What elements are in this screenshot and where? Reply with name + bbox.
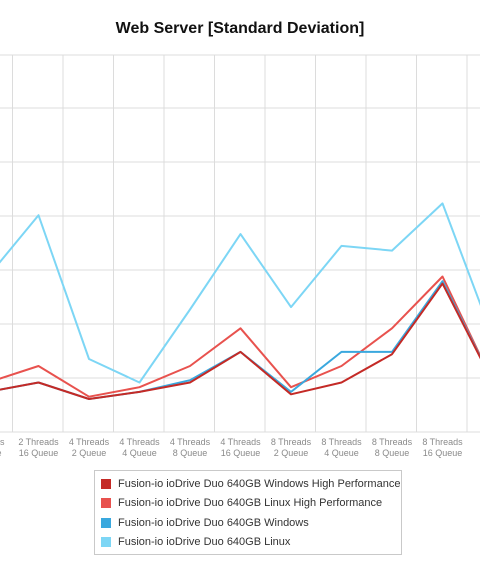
series-line [0,275,480,398]
x-tick-label: 8 Threads 4 Queue [321,437,362,458]
x-tick-label: 8 Threads 16 Queue [422,437,463,458]
legend-swatch [101,478,111,489]
legend-item: Fusion-io ioDrive Duo 640GB Linux [95,533,401,553]
legend-swatch [101,537,111,548]
x-tick-label: 4 Threads 4 Queue [119,437,160,458]
legend-swatch [101,517,111,528]
x-tick-label: 8 Threads 2 Queue [271,437,312,458]
chart-series [0,202,480,400]
legend-label: Fusion-io ioDrive Duo 640GB Linux High P… [118,497,383,510]
legend-label: Fusion-io ioDrive Duo 640GB Windows [118,516,309,529]
x-tick-label: ThreadsQueue [0,437,5,458]
legend-item: Fusion-io ioDrive Duo 640GB Windows High… [95,474,401,494]
x-tick-label: 4 Threads 8 Queue [170,437,211,458]
x-tick-label: 4 Threads 2 Queue [69,437,110,458]
legend-label: Fusion-io ioDrive Duo 640GB Windows High… [118,477,401,490]
legend-item: Fusion-io ioDrive Duo 640GB Windows [95,513,401,533]
series-line [0,280,480,400]
page-title: Web Server [Standard Deviation] [115,20,365,37]
chart-legend: Fusion-io ioDrive Duo 640GB Windows High… [94,470,402,555]
legend-swatch [101,498,111,509]
series-line [0,282,480,400]
chart-grid [0,54,480,433]
series-line [0,202,480,384]
legend-label: Fusion-io ioDrive Duo 640GB Linux [118,536,291,549]
x-tick-label: 8 Threads 8 Queue [372,437,413,458]
x-tick-label: 2 Threads 16 Queue [18,437,59,458]
x-tick-label: 4 Threads 16 Queue [220,437,261,458]
legend-item: Fusion-io ioDrive Duo 640GB Linux High P… [95,494,401,514]
